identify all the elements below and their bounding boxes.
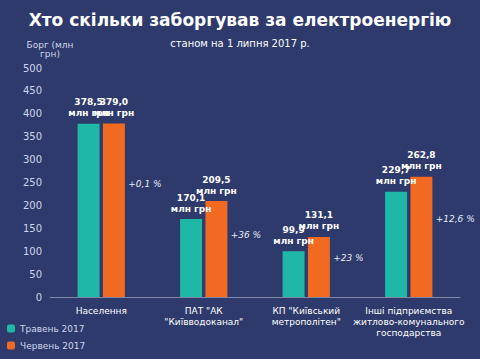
svg-text:Хто скільки заборгував за елек: Хто скільки заборгував за електроенергію <box>29 10 452 30</box>
svg-text:Населення: Населення <box>76 306 127 316</box>
svg-text:379,0: 379,0 <box>100 97 128 107</box>
svg-text:350: 350 <box>23 131 42 142</box>
svg-text:150: 150 <box>23 223 42 234</box>
svg-text:99,9: 99,9 <box>282 224 305 235</box>
svg-text:Травень 2017: Травень 2017 <box>19 324 85 334</box>
svg-text:КП "Київський: КП "Київський <box>272 306 340 316</box>
svg-text:станом на 1 липня 2017 р.: станом на 1 липня 2017 р. <box>170 38 310 49</box>
svg-text:млн грн: млн грн <box>94 108 135 118</box>
svg-text:378,5: 378,5 <box>74 97 102 107</box>
svg-text:господарства: господарства <box>376 328 441 338</box>
svg-text:Інші підприємства: Інші підприємства <box>365 306 452 316</box>
svg-text:млн грн: млн грн <box>68 108 109 119</box>
svg-text:209,5: 209,5 <box>202 175 230 185</box>
svg-text:млн грн: млн грн <box>299 221 340 231</box>
svg-text:200: 200 <box>23 200 42 211</box>
svg-text:450: 450 <box>23 85 42 96</box>
svg-text:млн грн: млн грн <box>273 236 314 246</box>
svg-text:"Київводоканал": "Київводоканал" <box>164 317 243 327</box>
svg-text:ПАТ "АК: ПАТ "АК <box>185 306 224 316</box>
svg-text:млн грн: млн грн <box>196 186 237 196</box>
svg-text:млн грн: млн грн <box>376 176 417 186</box>
svg-text:250: 250 <box>23 177 42 188</box>
svg-text:+36 %: +36 % <box>231 230 261 240</box>
svg-text:млн грн: млн грн <box>401 161 442 171</box>
svg-text:400: 400 <box>23 108 42 119</box>
svg-text:млн грн: млн грн <box>171 204 212 214</box>
svg-text:170,1: 170,1 <box>176 192 206 203</box>
svg-text:грн): грн) <box>40 49 60 59</box>
svg-text:262,8: 262,8 <box>407 150 435 160</box>
svg-text:0: 0 <box>36 292 42 303</box>
svg-text:131,1: 131,1 <box>305 210 333 220</box>
svg-text:житлово-комунального: житлово-комунального <box>353 317 465 327</box>
svg-text:229,7: 229,7 <box>381 165 411 176</box>
svg-text:500: 500 <box>23 63 42 74</box>
svg-text:50: 50 <box>29 269 42 280</box>
svg-text:Червень 2017: Червень 2017 <box>20 341 85 351</box>
svg-text:300: 300 <box>23 154 42 165</box>
svg-text:+12,6 %: +12,6 % <box>436 214 475 224</box>
svg-text:100: 100 <box>23 246 42 257</box>
svg-text:+0,1 %: +0,1 % <box>128 179 161 189</box>
svg-text:+23 %: +23 % <box>333 253 363 263</box>
svg-text:Борг (млн: Борг (млн <box>26 39 74 50</box>
svg-text:метрополітен": метрополітен" <box>272 317 341 327</box>
